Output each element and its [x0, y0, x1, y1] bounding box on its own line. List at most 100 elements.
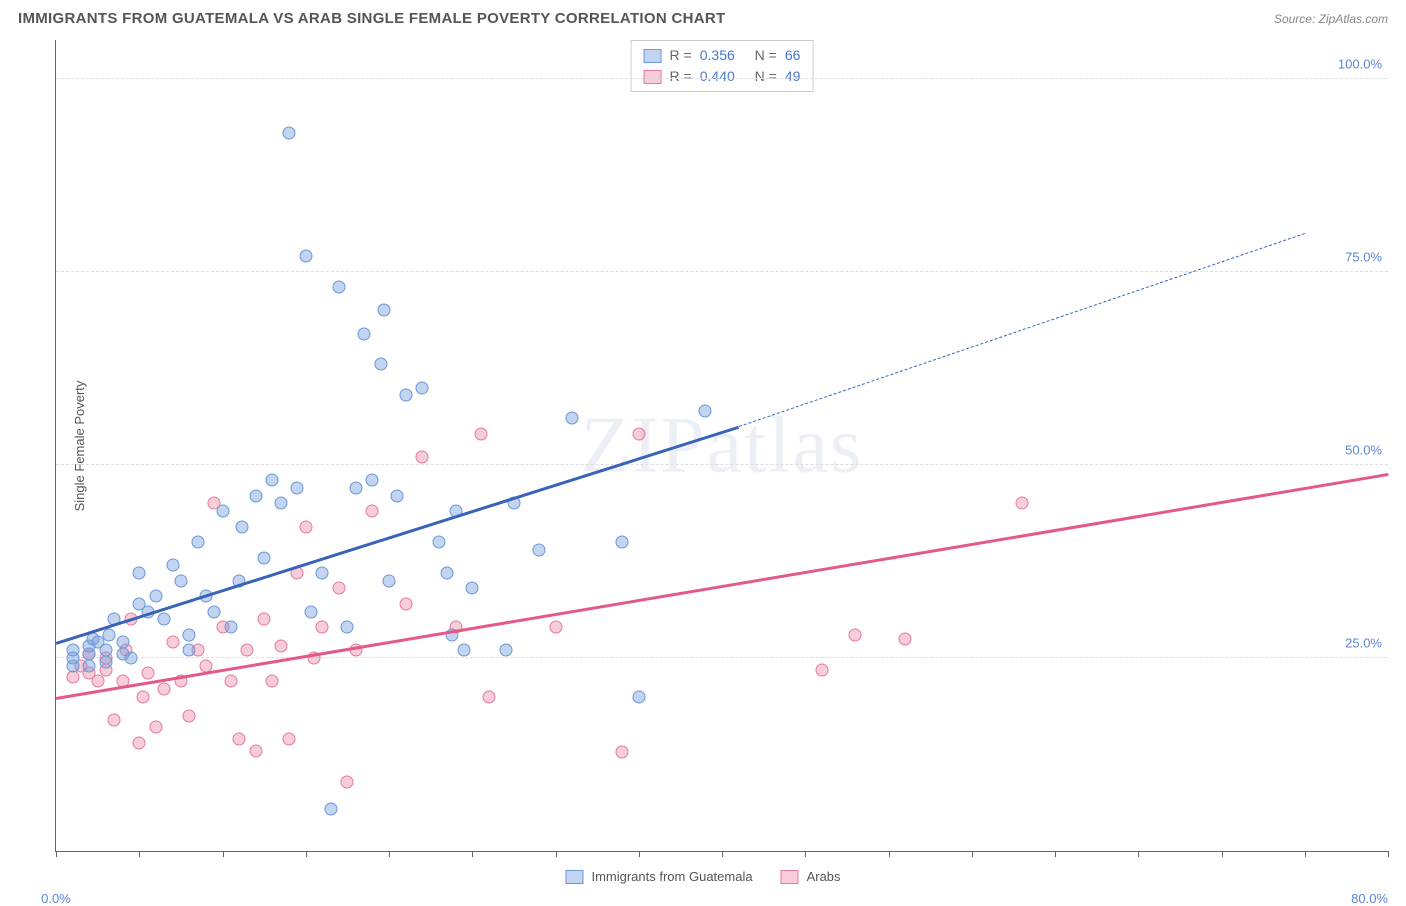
scatter-point	[224, 675, 237, 688]
series-swatch	[644, 49, 662, 63]
correlation-row: R = 0.356 N = 66	[644, 45, 801, 66]
scatter-point	[432, 536, 445, 549]
y-tick-label: 50.0%	[1345, 442, 1382, 457]
plot-area: ZIPatlas R = 0.356 N = 66 R = 0.440 N = …	[55, 40, 1388, 852]
scatter-point	[849, 628, 862, 641]
n-value: 66	[785, 45, 801, 66]
scatter-point	[166, 636, 179, 649]
x-tick	[56, 851, 57, 857]
scatter-point	[233, 733, 246, 746]
scatter-point	[208, 605, 221, 618]
y-tick-label: 75.0%	[1345, 249, 1382, 264]
x-tick	[1305, 851, 1306, 857]
x-tick	[1388, 851, 1389, 857]
scatter-point	[333, 281, 346, 294]
scatter-point	[149, 721, 162, 734]
x-tick	[1222, 851, 1223, 857]
scatter-point	[283, 126, 296, 139]
scatter-point	[191, 536, 204, 549]
scatter-point	[358, 327, 371, 340]
legend-label: Arabs	[807, 869, 841, 884]
scatter-point	[133, 736, 146, 749]
scatter-point	[304, 605, 317, 618]
scatter-point	[616, 746, 629, 759]
scatter-point	[299, 250, 312, 263]
scatter-point	[216, 505, 229, 518]
scatter-point	[174, 574, 187, 587]
x-tick	[556, 851, 557, 857]
legend-label: Immigrants from Guatemala	[591, 869, 752, 884]
scatter-point	[66, 671, 79, 684]
scatter-point	[566, 412, 579, 425]
x-tick	[139, 851, 140, 857]
scatter-point	[274, 497, 287, 510]
trendline	[738, 233, 1304, 427]
scatter-point	[99, 655, 112, 668]
scatter-point	[283, 733, 296, 746]
r-value: 0.440	[700, 66, 735, 87]
scatter-point	[224, 621, 237, 634]
y-tick-label: 25.0%	[1345, 635, 1382, 650]
watermark: ZIPatlas	[581, 400, 864, 491]
scatter-point	[274, 640, 287, 653]
x-tick	[389, 851, 390, 857]
x-tick	[639, 851, 640, 857]
scatter-point	[474, 427, 487, 440]
scatter-point	[341, 621, 354, 634]
scatter-point	[632, 690, 645, 703]
scatter-point	[258, 613, 271, 626]
scatter-point	[83, 659, 96, 672]
scatter-point	[316, 566, 329, 579]
scatter-point	[99, 644, 112, 657]
legend-swatch	[565, 870, 583, 884]
legend-item: Immigrants from Guatemala	[565, 869, 752, 884]
scatter-point	[815, 663, 828, 676]
scatter-point	[103, 628, 116, 641]
scatter-point	[383, 574, 396, 587]
scatter-point	[66, 644, 79, 657]
scatter-point	[616, 536, 629, 549]
watermark-prefix: ZIP	[581, 401, 707, 489]
scatter-point	[291, 481, 304, 494]
n-value: 49	[785, 66, 801, 87]
scatter-point	[241, 644, 254, 657]
scatter-point	[183, 644, 196, 657]
x-tick	[805, 851, 806, 857]
n-label: N =	[755, 66, 777, 87]
x-tick	[223, 851, 224, 857]
scatter-point	[699, 404, 712, 417]
scatter-point	[236, 520, 249, 533]
x-tick	[972, 851, 973, 857]
scatter-point	[399, 597, 412, 610]
x-tick	[306, 851, 307, 857]
correlation-legend: R = 0.356 N = 66 R = 0.440 N = 49	[631, 40, 814, 92]
chart-title: IMMIGRANTS FROM GUATEMALA VS ARAB SINGLE…	[18, 10, 725, 27]
x-tick	[472, 851, 473, 857]
gridline-h	[56, 464, 1388, 465]
scatter-point	[149, 590, 162, 603]
scatter-point	[366, 474, 379, 487]
gridline-h	[56, 78, 1388, 79]
scatter-point	[532, 543, 545, 556]
correlation-row: R = 0.440 N = 49	[644, 66, 801, 87]
legend-item: Arabs	[781, 869, 841, 884]
r-label: R =	[670, 66, 692, 87]
scatter-point	[116, 636, 129, 649]
scatter-point	[166, 559, 179, 572]
scatter-point	[249, 744, 262, 757]
scatter-point	[366, 505, 379, 518]
scatter-point	[349, 481, 362, 494]
scatter-point	[899, 632, 912, 645]
n-label: N =	[755, 45, 777, 66]
scatter-point	[391, 489, 404, 502]
r-label: R =	[670, 45, 692, 66]
scatter-point	[549, 621, 562, 634]
scatter-point	[158, 682, 171, 695]
header: IMMIGRANTS FROM GUATEMALA VS ARAB SINGLE…	[0, 0, 1406, 33]
scatter-point	[441, 566, 454, 579]
x-tick	[722, 851, 723, 857]
scatter-point	[108, 713, 121, 726]
scatter-point	[466, 582, 479, 595]
source-attribution: Source: ZipAtlas.com	[1274, 12, 1388, 26]
scatter-point	[299, 520, 312, 533]
